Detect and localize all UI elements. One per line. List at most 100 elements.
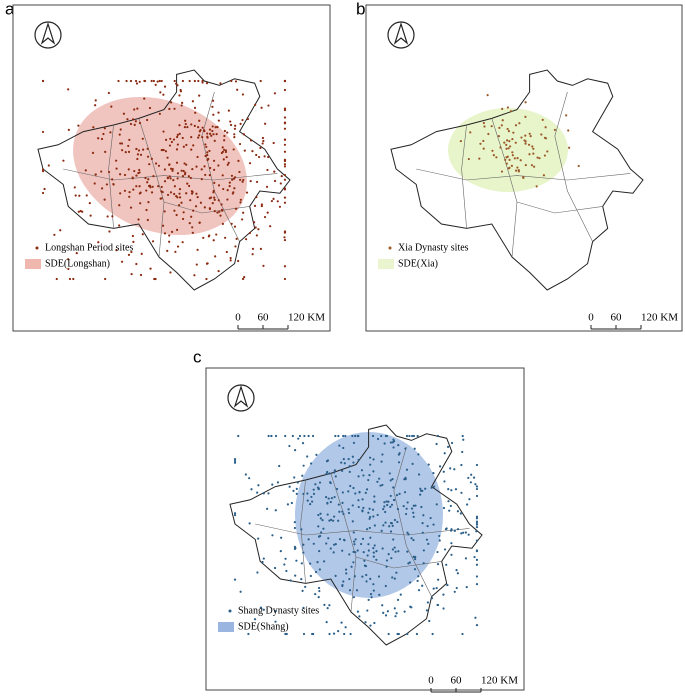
site-dot: [456, 510, 460, 513]
site-dot: [176, 143, 179, 146]
site-dot: [176, 172, 180, 175]
site-dot: [261, 560, 264, 564]
site-dot: [381, 604, 384, 607]
panel-letter: c: [193, 347, 202, 366]
site-dot: [435, 503, 438, 506]
site-dot: [335, 487, 339, 491]
site-dot: [312, 492, 316, 495]
site-dot: [449, 467, 452, 470]
site-dot: [460, 491, 463, 494]
site-dot: [283, 143, 287, 146]
site-dot: [260, 203, 263, 206]
site-dot: [431, 632, 434, 636]
site-dot: [226, 189, 229, 192]
site-dot: [386, 610, 389, 613]
site-dot: [137, 218, 140, 221]
site-dot: [176, 177, 179, 180]
site-dot: [197, 136, 200, 139]
site-dot: [409, 581, 412, 584]
site-dot: [204, 143, 207, 146]
site-dot: [357, 475, 360, 478]
site-dot: [251, 150, 254, 153]
site-dot: [417, 473, 421, 476]
site-dot: [302, 464, 305, 467]
site-dot: [172, 138, 176, 141]
site-dot: [500, 170, 504, 173]
site-dot: [283, 201, 287, 204]
site-dot: [206, 151, 209, 154]
site-dot: [327, 497, 330, 500]
site-dot: [514, 124, 518, 127]
site-dot: [413, 568, 417, 571]
site-dot: [168, 240, 171, 243]
site-dot: [227, 109, 230, 112]
site-dot: [173, 185, 176, 188]
site-dot: [329, 518, 333, 521]
site-dot: [180, 104, 183, 107]
site-dot: [342, 538, 346, 542]
site-dot: [373, 495, 376, 498]
site-dot: [283, 116, 287, 119]
legend-swatch: [378, 259, 394, 269]
site-dot: [541, 118, 544, 122]
site-dot: [110, 105, 113, 108]
site-dot: [213, 139, 216, 142]
site-dot: [517, 170, 520, 173]
site-dot: [392, 440, 396, 443]
site-dot: [343, 462, 346, 465]
site-dot: [508, 140, 511, 143]
site-dot: [183, 125, 186, 129]
site-dot: [353, 540, 356, 543]
site-dot: [389, 505, 392, 508]
site-dot: [253, 618, 257, 621]
site-dot: [369, 463, 372, 466]
site-dot: [68, 277, 72, 281]
site-dot: [513, 157, 516, 160]
site-dot: [173, 192, 176, 196]
boundary-line: [163, 201, 250, 214]
site-dot: [333, 495, 336, 499]
site-dot: [248, 162, 252, 165]
site-dot: [474, 616, 477, 619]
site-dot: [323, 560, 326, 563]
site-dot: [249, 179, 252, 183]
site-dot: [443, 452, 446, 455]
site-dot: [389, 479, 392, 482]
site-dot: [204, 173, 207, 177]
site-dot: [540, 133, 543, 136]
site-dot: [178, 132, 181, 135]
site-dot: [389, 441, 393, 444]
site-dot: [397, 444, 400, 447]
site-dot: [353, 575, 356, 578]
site-dot: [429, 516, 432, 520]
site-dot: [369, 536, 372, 539]
site-dot: [283, 238, 287, 242]
site-dot: [194, 111, 197, 114]
site-dot: [104, 277, 107, 281]
sde-ellipse: [295, 432, 443, 598]
site-dot: [475, 463, 479, 467]
site-dot: [501, 107, 504, 110]
site-dot: [369, 593, 373, 596]
site-dot: [128, 195, 131, 198]
site-dot: [509, 145, 512, 148]
site-dot: [353, 543, 356, 546]
site-dot: [199, 201, 203, 204]
site-dot: [348, 465, 351, 468]
site-dot: [67, 88, 70, 91]
site-dot: [325, 472, 328, 475]
site-dot: [182, 211, 185, 214]
site-dot: [533, 165, 536, 168]
site-dot: [161, 224, 165, 227]
site-dot: [492, 154, 495, 157]
site-dot: [280, 536, 283, 539]
site-dot: [397, 461, 401, 464]
site-dot: [312, 488, 315, 491]
site-dot: [263, 215, 267, 219]
site-dot: [542, 174, 546, 177]
site-dot: [422, 549, 425, 552]
site-dot: [395, 612, 398, 615]
site-dot: [511, 137, 514, 141]
site-dot: [41, 79, 45, 83]
